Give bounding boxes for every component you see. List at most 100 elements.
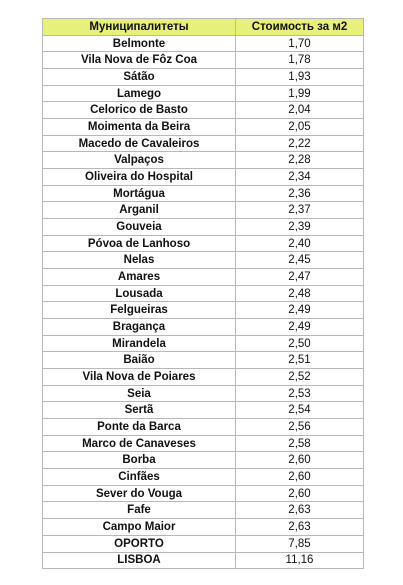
municipality-cell: Bragança [42,318,236,336]
table-row: Lousada 2,48 [42,284,364,303]
municipality-cell: Baião [42,351,236,370]
table-body: Belmonte 1,70 Vila Nova de Fôz Coa 1,78 Sátã… [42,34,364,570]
table-row: Belmonte 1,70 [42,34,364,53]
price-cell: 11,16 [235,551,364,570]
municipality-cell: Póvoa de Lanhoso [42,234,236,253]
table-row: LISBOA 11,16 [42,551,364,570]
municipality-cell: Valpaços [42,151,236,170]
table-header-row: Муниципалитеты Стоимость за м2 [42,18,364,36]
price-cell: 2,56 [235,418,364,436]
table-row: Fafe 2,63 [42,501,364,520]
price-cell: 2,50 [235,334,364,353]
municipality-cell: Amares [42,268,236,286]
municipality-cell: Macedo de Cavaleiros [42,134,236,153]
municipality-cell: Borba [42,451,236,470]
municipality-cell: Ponte da Barca [42,418,236,436]
price-cell: 2,36 [235,184,364,203]
table-row: Baião 2,51 [42,351,364,370]
header-price: Стоимость за м2 [235,18,364,36]
price-cell: 2,45 [235,251,364,270]
table-row: Póvoa de Lanhoso 2,40 [42,234,364,253]
municipality-cell: Vila Nova de Fôz Coa [42,51,236,70]
table-row: Mirandela 2,50 [42,334,364,353]
table-row: Moimenta da Beira 2,05 [42,118,364,136]
municipality-cell: Marco de Canaveses [42,434,236,453]
municipality-cell: Gouveia [42,218,236,236]
price-cell: 2,63 [235,518,364,536]
price-cell: 2,48 [235,284,364,303]
table-row: Valpaços 2,28 [42,151,364,170]
table-row: Lamego 1,99 [42,84,364,103]
table-row: Ponte da Barca 2,56 [42,418,364,436]
table-row: Gouveia 2,39 [42,218,364,236]
table-row: Sever do Vouga 2,60 [42,484,364,503]
municipality-cell: Cinfães [42,468,236,486]
price-cell: 2,34 [235,168,364,186]
municipality-cell: Campo Maior [42,518,236,536]
table-row: Macedo de Cavaleiros 2,22 [42,134,364,153]
table-row: Felgueiras 2,49 [42,301,364,320]
municipality-cell: Arganil [42,201,236,220]
table-row: Cinfães 2,60 [42,468,364,486]
municipality-cell: LISBOA [42,551,236,570]
municipality-cell: Sever do Vouga [42,484,236,503]
table-row: Mortágua 2,36 [42,184,364,203]
price-cell: 2,28 [235,151,364,170]
header-municipality: Муниципалитеты [42,18,236,36]
municipality-cell: Vila Nova de Poiares [42,368,236,386]
price-cell: 2,60 [235,451,364,470]
table-row: Oliveira do Hospital 2,34 [42,168,364,186]
price-cell: 7,85 [235,534,364,553]
table-row: Arganil 2,37 [42,201,364,220]
price-cell: 2,40 [235,234,364,253]
price-cell: 2,51 [235,351,364,370]
price-cell: 2,05 [235,118,364,136]
table-row: Vila Nova de Fôz Coa 1,78 [42,51,364,70]
municipality-cell: OPORTO [42,534,236,553]
municipality-cell: Felgueiras [42,301,236,320]
table-row: OPORTO 7,85 [42,534,364,553]
price-cell: 2,37 [235,201,364,220]
price-cell: 2,54 [235,401,364,420]
price-cell: 2,49 [235,318,364,336]
price-cell: 2,04 [235,101,364,120]
price-cell: 2,63 [235,501,364,520]
table-row: Nelas 2,45 [42,251,364,270]
municipality-cell: Mortágua [42,184,236,203]
price-cell: 2,22 [235,134,364,153]
municipality-cell: Fafe [42,501,236,520]
municipality-cell: Mirandela [42,334,236,353]
municipality-cell: Seia [42,384,236,403]
municipality-cell: Sertã [42,401,236,420]
price-cell: 2,47 [235,268,364,286]
price-cell: 1,93 [235,68,364,86]
municipality-cell: Oliveira do Hospital [42,168,236,186]
table-row: Amares 2,47 [42,268,364,286]
price-cell: 2,39 [235,218,364,236]
price-cell: 2,58 [235,434,364,453]
price-cell: 1,78 [235,51,364,70]
municipality-cell: Sátão [42,68,236,86]
price-cell: 2,60 [235,484,364,503]
municipality-cell: Lamego [42,84,236,103]
municipality-cell: Nelas [42,251,236,270]
price-cell: 1,70 [235,34,364,53]
table-row: Sátão 1,93 [42,68,364,86]
table-row: Sertã 2,54 [42,401,364,420]
table-row: Celorico de Basto 2,04 [42,101,364,120]
table-row: Borba 2,60 [42,451,364,470]
municipality-cell: Moimenta da Beira [42,118,236,136]
table-row: Campo Maior 2,63 [42,518,364,536]
municipality-cell: Belmonte [42,34,236,53]
municipality-cell: Lousada [42,284,236,303]
price-cell: 1,99 [235,84,364,103]
table-row: Bragança 2,49 [42,318,364,336]
table-row: Vila Nova de Poiares 2,52 [42,368,364,386]
price-cell: 2,52 [235,368,364,386]
table-row: Marco de Canaveses 2,58 [42,434,364,453]
price-cell: 2,60 [235,468,364,486]
price-per-m2-table: Муниципалитеты Стоимость за м2 Belmonte 1… [42,18,364,570]
price-cell: 2,49 [235,301,364,320]
municipality-cell: Celorico de Basto [42,101,236,120]
